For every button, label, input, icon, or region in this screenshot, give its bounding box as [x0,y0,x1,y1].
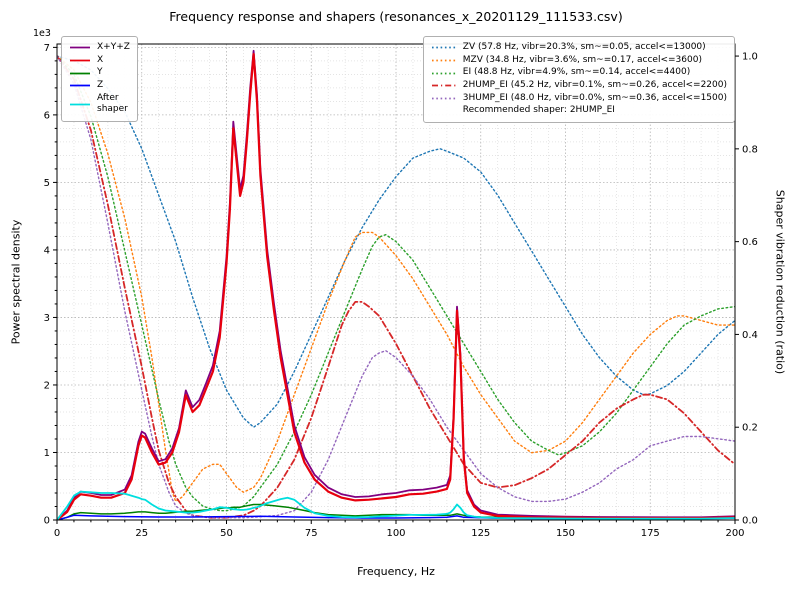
legend-line-sample [70,59,90,62]
x-tick-label: 75 [305,528,318,539]
y-right-tick-label: 0.6 [742,237,758,248]
x-tick-label: 50 [220,528,233,539]
y-left-tick-label: 0 [44,516,50,527]
y-left-tick-label: 3 [44,313,50,324]
legend-item: After shaper [69,93,130,116]
legend-item: EI (48.8 Hz, vibr=4.9%, sm~=0.14, accel<… [431,67,727,79]
legend-item-label: After shaper [97,92,128,115]
x-axis-label: Frequency, Hz [357,565,435,578]
y-left-tick-label: 6 [44,110,50,121]
x-tick-label: 25 [135,528,148,539]
series-3hump_ei [57,55,735,519]
legend-item-label: ZV (57.8 Hz, vibr=20.3%, sm~=0.05, accel… [462,42,706,52]
series-y [57,503,735,520]
y-right-tick-label: 0.4 [742,330,758,341]
legend-item: ZV (57.8 Hz, vibr=20.3%, sm~=0.05, accel… [431,42,727,54]
legend-item-label: EI (48.8 Hz, vibr=4.9%, sm~=0.14, accel<… [462,67,691,78]
legend-item: Z [69,80,130,92]
y-left-tick-label: 5 [44,178,50,189]
y-right-tick-label: 0.2 [742,423,758,434]
y-right-tick-label: 1.0 [742,52,758,63]
legend-item-label: X+Y+Z [97,42,130,52]
legend-item: X+Y+Z [69,42,130,54]
legend-item: MZV (34.8 Hz, vibr=3.6%, sm~=0.17, accel… [431,55,727,67]
legend-line-sample [431,59,456,62]
y-left-offset-text: 1e3 [33,28,51,39]
y-left-axis-label: Power spectral density [9,219,23,345]
series-x [57,53,735,520]
legend-line-sample [70,103,90,106]
legend-line-sample [431,46,456,49]
x-tick-label: 0 [54,528,60,539]
legend-line-sample [431,72,456,75]
x-tick-label: 175 [641,528,660,539]
x-tick-label: 100 [386,528,405,539]
legend-psd: X+Y+Z X Y Z After shaper [61,36,138,123]
x-tick-label: 150 [556,528,575,539]
legend-note: Recommended shaper: 2HUMP_EI [431,105,727,117]
chart-title: Frequency response and shapers (resonanc… [169,9,623,24]
series-after-shaper [57,490,735,520]
legend-item: 2HUMP_EI (45.2 Hz, vibr=0.1%, sm~=0.26, … [431,80,727,92]
series-2hump_ei [57,55,735,519]
legend-line-sample [70,85,90,87]
legend-item-label: 3HUMP_EI (48.0 Hz, vibr=0.0%, sm~=0.36, … [462,92,727,103]
y-left-tick-label: 2 [44,380,50,391]
legend-line-sample [431,85,456,87]
legend-item: X [69,55,130,67]
x-tick-label: 200 [725,528,744,539]
legend-line-sample [70,46,90,49]
series-ei [57,55,735,512]
series-mzv [57,55,735,503]
series-zv [57,55,735,428]
legend-item-label: Y [97,67,103,78]
legend-shapers: ZV (57.8 Hz, vibr=20.3%, sm~=0.05, accel… [422,36,735,124]
y-right-axis-label: Shaper vibration reduction (ratio) [773,189,787,375]
legend-item-label: 2HUMP_EI (45.2 Hz, vibr=0.1%, sm~=0.26, … [462,80,727,91]
legend-item-label: X [97,54,104,65]
tick-marks [53,46,739,524]
x-tick-label: 125 [471,528,490,539]
tick-labels: 0 25 50 75 100 125 150 175 200 0 1 2 3 4 5 6 7 0.0 0.2 0.4 0… [44,43,758,539]
y-left-tick-label: 4 [44,245,50,256]
y-left-tick-label: 1 [44,448,50,459]
y-right-tick-label: 0.0 [742,516,758,527]
legend-item-label: Z [97,80,104,91]
legend-note-label: Recommended shaper: 2HUMP_EI [462,105,615,116]
legend-item: 3HUMP_EI (48.0 Hz, vibr=0.0%, sm~=0.36, … [431,93,727,105]
legend-line-sample [431,97,456,100]
legend-item: Y [69,67,130,79]
legend-item-label: MZV (34.8 Hz, vibr=3.6%, sm~=0.17, accel… [462,54,702,65]
y-left-tick-label: 7 [44,43,50,54]
y-right-tick-label: 0.8 [742,144,758,155]
series-group [57,49,735,520]
legend-line-sample [70,72,90,75]
